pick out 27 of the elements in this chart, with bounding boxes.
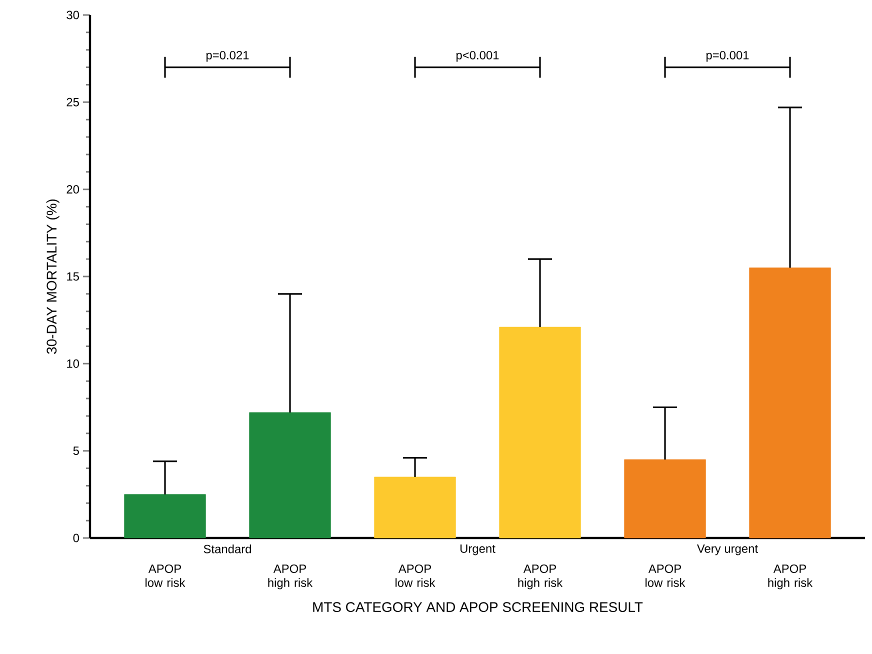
y-tick-label: 25 [66,98,79,106]
bar [124,494,206,538]
y-tick-label: 15 [67,272,79,281]
x-tick-label: APOP low risk [646,564,686,587]
x-tick-label: APOP high risk [268,564,313,590]
y-tick-label: 5 [73,446,79,455]
annotation: p=0.021 [206,50,249,62]
bar [374,476,456,538]
x-tick-label: APOP low risk [146,564,186,587]
y-tick-label: 0 [73,534,80,542]
x-tick-label: APOP low risk [396,564,436,587]
x-axis-title: MTS CATEGORY AND APOP SCREENING RESULT [313,602,643,612]
text: Very urgent [696,544,758,556]
bar [499,326,581,538]
annotation: p=0.001 [706,50,749,62]
bar [624,459,706,538]
bar [749,268,831,538]
x-tick-label: APOP high risk [518,564,563,590]
text: Urgent [460,544,496,556]
bar [249,412,331,538]
y-tick-label: 20 [66,185,80,194]
y-axis-title: 30-DAY MORTALITY (%) [46,199,60,354]
text: Standard [204,544,251,554]
y-tick-label: 10 [67,359,80,368]
annotation: p<0.001 [456,50,499,62]
x-tick-label: APOP high risk [768,564,813,590]
y-tick-label: 30 [66,10,80,20]
